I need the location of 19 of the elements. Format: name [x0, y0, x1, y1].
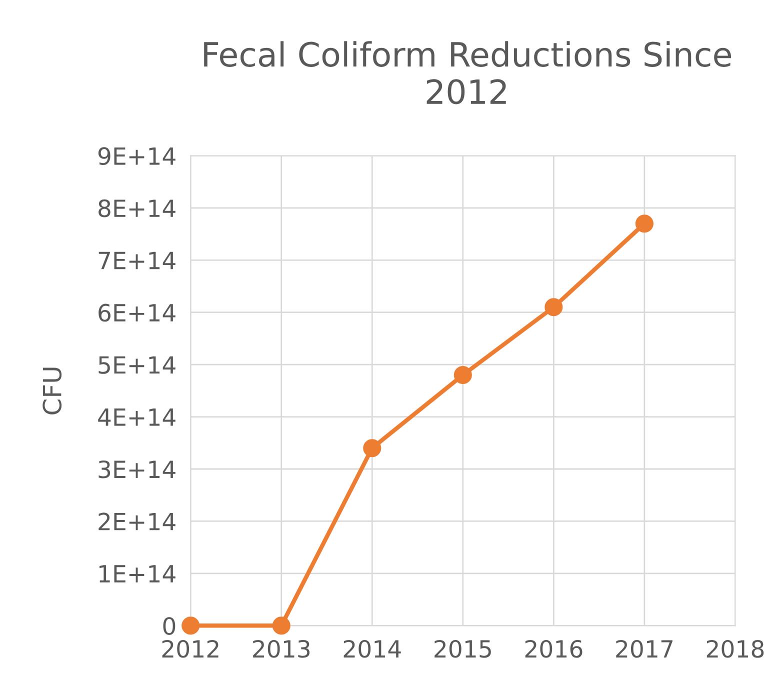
x-tick-label: 2017 [616, 640, 672, 658]
y-axis-title: CFU [42, 368, 62, 414]
chart-title: Fecal Coliform Reductions Since 2012 [204, 41, 731, 104]
y-tick-label: 7E+14 [98, 252, 176, 270]
y-tick-label: 5E+14 [98, 356, 176, 374]
x-tick-label: 2016 [525, 640, 582, 658]
x-tick-label: 2012 [162, 640, 218, 658]
y-tick-label: 9E+14 [98, 147, 176, 166]
y-tick-label: 6E+14 [98, 304, 176, 322]
y-tick-label: 0 [163, 617, 176, 635]
y-tick-label: 2E+14 [98, 512, 176, 530]
x-tick-label: 2015 [434, 640, 491, 658]
y-tick-label: 4E+14 [98, 408, 176, 426]
y-tick-label: 8E+14 [98, 199, 176, 218]
x-tick-label: 2018 [706, 640, 764, 658]
y-tick-label: 1E+14 [100, 565, 176, 582]
y-tick-label: 3E+14 [98, 460, 176, 478]
x-tick-label: 2014 [344, 640, 401, 658]
x-tick-label: 2013 [253, 640, 310, 658]
